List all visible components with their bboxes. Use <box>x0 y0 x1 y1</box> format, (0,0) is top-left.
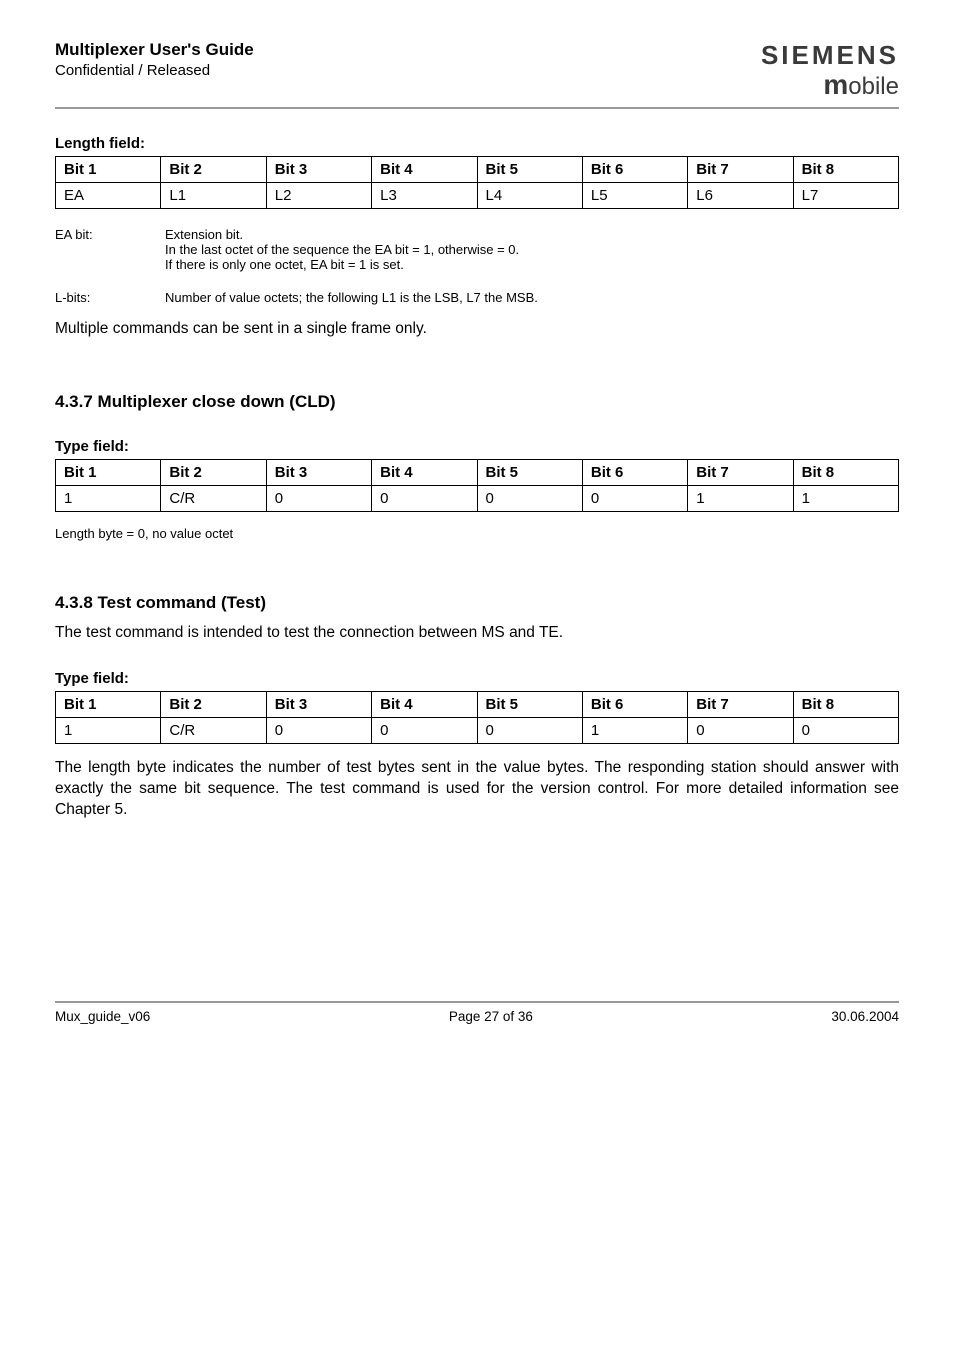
table-row: EA L1 L2 L3 L4 L5 L6 L7 <box>56 183 899 209</box>
col-header: Bit 1 <box>56 459 161 485</box>
brand-mobile: mobile <box>761 69 899 101</box>
cell: C/R <box>161 485 266 511</box>
table-row: 1 C/R 0 0 0 1 0 0 <box>56 717 899 743</box>
cell: L7 <box>793 183 898 209</box>
col-header: Bit 7 <box>688 691 793 717</box>
col-header: Bit 5 <box>477 157 582 183</box>
cell: L1 <box>161 183 266 209</box>
cell: C/R <box>161 717 266 743</box>
brand-siemens: SIEMENS <box>761 40 899 71</box>
header-right: SIEMENS mobile <box>761 40 899 101</box>
cell: 1 <box>56 717 161 743</box>
footer-left: Mux_guide_v06 <box>55 1009 150 1024</box>
cld-heading: 4.3.7 Multiplexer close down (CLD) <box>55 392 899 412</box>
test-intro: The test command is intended to test the… <box>55 623 899 644</box>
table-row: Bit 1 Bit 2 Bit 3 Bit 4 Bit 5 Bit 6 Bit … <box>56 157 899 183</box>
cell: EA <box>56 183 161 209</box>
test-heading: 4.3.8 Test command (Test) <box>55 593 899 613</box>
length-field-table: Bit 1 Bit 2 Bit 3 Bit 4 Bit 5 Bit 6 Bit … <box>55 156 899 209</box>
cell: 0 <box>582 485 687 511</box>
cell: L5 <box>582 183 687 209</box>
cell: 0 <box>793 717 898 743</box>
cell: 0 <box>477 485 582 511</box>
cell: L2 <box>266 183 371 209</box>
col-header: Bit 6 <box>582 691 687 717</box>
ea-bit-key: EA bit: <box>55 227 165 272</box>
cell: 0 <box>688 717 793 743</box>
table-row: Bit 1 Bit 2 Bit 3 Bit 4 Bit 5 Bit 6 Bit … <box>56 691 899 717</box>
col-header: Bit 3 <box>266 691 371 717</box>
col-header: Bit 2 <box>161 459 266 485</box>
cld-type-label: Type field: <box>55 438 899 455</box>
col-header: Bit 3 <box>266 157 371 183</box>
col-header: Bit 2 <box>161 691 266 717</box>
cld-note: Length byte = 0, no value octet <box>55 526 899 541</box>
lbits-block: L-bits: Number of value octets; the foll… <box>55 290 899 305</box>
footer-right: 30.06.2004 <box>831 1009 899 1024</box>
col-header: Bit 4 <box>372 157 477 183</box>
test-para: The length byte indicates the number of … <box>55 758 899 821</box>
page-footer: Mux_guide_v06 Page 27 of 36 30.06.2004 <box>55 1001 899 1024</box>
ea-bit-val: Extension bit. In the last octet of the … <box>165 227 899 272</box>
ea-line: If there is only one octet, EA bit = 1 i… <box>165 257 899 272</box>
col-header: Bit 5 <box>477 459 582 485</box>
cell: 1 <box>793 485 898 511</box>
brand-mobile-m: m <box>823 69 848 100</box>
doc-subtitle: Confidential / Released <box>55 62 254 79</box>
col-header: Bit 3 <box>266 459 371 485</box>
table-row: Bit 1 Bit 2 Bit 3 Bit 4 Bit 5 Bit 6 Bit … <box>56 459 899 485</box>
col-header: Bit 4 <box>372 459 477 485</box>
ea-line: In the last octet of the sequence the EA… <box>165 242 899 257</box>
cell: 0 <box>372 485 477 511</box>
lbits-val: Number of value octets; the following L1… <box>165 290 899 305</box>
test-type-table: Bit 1 Bit 2 Bit 3 Bit 4 Bit 5 Bit 6 Bit … <box>55 691 899 744</box>
multi-text: Multiple commands can be sent in a singl… <box>55 319 899 340</box>
col-header: Bit 4 <box>372 691 477 717</box>
length-field-label: Length field: <box>55 135 899 152</box>
cell: 0 <box>477 717 582 743</box>
col-header: Bit 8 <box>793 691 898 717</box>
test-type-label: Type field: <box>55 670 899 687</box>
cell: 1 <box>582 717 687 743</box>
cell: 0 <box>266 485 371 511</box>
footer-center: Page 27 of 36 <box>449 1009 533 1024</box>
page-header: Multiplexer User's Guide Confidential / … <box>55 40 899 109</box>
cell: L4 <box>477 183 582 209</box>
cell: 1 <box>56 485 161 511</box>
header-left: Multiplexer User's Guide Confidential / … <box>55 40 254 79</box>
table-row: 1 C/R 0 0 0 0 1 1 <box>56 485 899 511</box>
ea-bit-block: EA bit: Extension bit. In the last octet… <box>55 227 899 272</box>
col-header: Bit 7 <box>688 459 793 485</box>
cell: 0 <box>266 717 371 743</box>
col-header: Bit 8 <box>793 459 898 485</box>
doc-title: Multiplexer User's Guide <box>55 40 254 60</box>
cell: L3 <box>372 183 477 209</box>
cell: 0 <box>372 717 477 743</box>
brand-mobile-rest: obile <box>848 73 899 100</box>
col-header: Bit 1 <box>56 157 161 183</box>
col-header: Bit 5 <box>477 691 582 717</box>
col-header: Bit 6 <box>582 157 687 183</box>
col-header: Bit 8 <box>793 157 898 183</box>
col-header: Bit 7 <box>688 157 793 183</box>
col-header: Bit 2 <box>161 157 266 183</box>
lbits-key: L-bits: <box>55 290 165 305</box>
cell: L6 <box>688 183 793 209</box>
ea-line: Extension bit. <box>165 227 899 242</box>
col-header: Bit 6 <box>582 459 687 485</box>
cld-type-table: Bit 1 Bit 2 Bit 3 Bit 4 Bit 5 Bit 6 Bit … <box>55 459 899 512</box>
col-header: Bit 1 <box>56 691 161 717</box>
cell: 1 <box>688 485 793 511</box>
